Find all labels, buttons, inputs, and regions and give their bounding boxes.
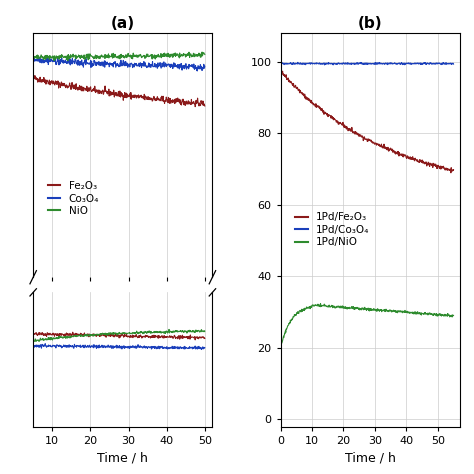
X-axis label: Time / h: Time / h	[97, 451, 148, 464]
Legend: 1Pd/Fe₂O₃, 1Pd/Co₃O₄, 1Pd/NiO: 1Pd/Fe₂O₃, 1Pd/Co₃O₄, 1Pd/NiO	[291, 208, 374, 252]
Legend: Fe₂O₃, Co₃O₄, NiO: Fe₂O₃, Co₃O₄, NiO	[44, 177, 103, 220]
Title: (b): (b)	[358, 16, 383, 31]
Title: (a): (a)	[111, 16, 135, 31]
X-axis label: Time / h: Time / h	[345, 451, 396, 464]
